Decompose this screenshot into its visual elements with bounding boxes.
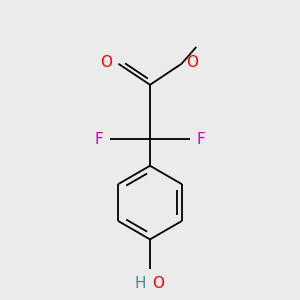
Text: O: O bbox=[152, 276, 164, 291]
Text: F: F bbox=[95, 132, 104, 147]
Text: F: F bbox=[196, 132, 205, 147]
Text: O: O bbox=[100, 55, 112, 70]
Text: H: H bbox=[134, 276, 146, 291]
Text: O: O bbox=[186, 55, 198, 70]
